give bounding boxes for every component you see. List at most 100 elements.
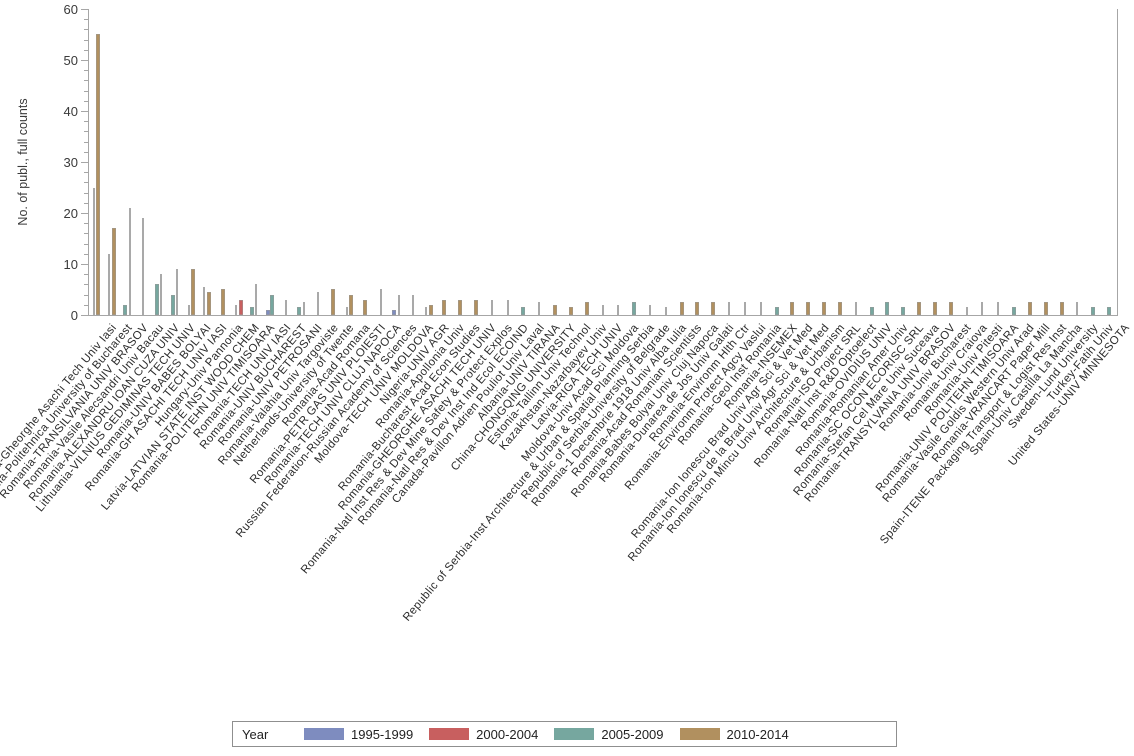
- bar-gray: [398, 295, 400, 315]
- y-major-tick: [81, 315, 88, 316]
- y-minor-tick: [84, 39, 88, 41]
- y-minor-tick: [84, 100, 88, 102]
- bar-gray: [966, 307, 968, 315]
- bar-gray: [108, 254, 110, 315]
- y-minor-tick: [84, 141, 88, 143]
- y-minor-tick: [84, 274, 88, 276]
- y-tick-label: 60: [63, 2, 78, 17]
- bar-tan: [790, 302, 794, 315]
- bar-gray: [760, 302, 762, 315]
- y-minor-tick: [84, 192, 88, 194]
- bar-gray: [981, 302, 983, 315]
- y-minor-tick: [84, 233, 88, 235]
- bar-gray: [255, 284, 257, 315]
- bar-teal: [901, 307, 905, 315]
- bar-blue: [266, 310, 270, 315]
- bar-tan: [949, 302, 953, 315]
- y-minor-tick: [84, 80, 88, 82]
- bar-gray: [538, 302, 540, 315]
- legend-swatch-teal: [554, 728, 595, 740]
- legend-title: Year: [242, 726, 269, 742]
- y-major-tick: [81, 213, 88, 214]
- bar-tan: [838, 302, 842, 315]
- bar-gray: [203, 287, 205, 315]
- bar-teal: [123, 305, 127, 315]
- y-major-tick: [81, 264, 88, 265]
- legend-swatch-tan: [679, 728, 720, 740]
- bar-tan: [933, 302, 937, 315]
- y-axis-line: [88, 9, 89, 316]
- legend-entry-label: 2000-2004: [476, 726, 539, 742]
- bar-teal: [155, 284, 159, 315]
- bar-tan: [822, 302, 826, 315]
- bar-teal: [171, 295, 175, 315]
- bar-gray: [997, 302, 999, 315]
- bar-tan: [349, 295, 353, 315]
- bar-tan: [442, 300, 446, 315]
- bar-gray: [425, 307, 427, 315]
- y-minor-tick: [84, 304, 88, 306]
- bar-tan: [112, 228, 116, 315]
- y-major-tick: [81, 60, 88, 61]
- bar-tan: [553, 305, 557, 315]
- bar-tan: [917, 302, 921, 315]
- bar-gray: [649, 305, 651, 315]
- bar-gray: [160, 274, 162, 315]
- bar-teal: [1107, 307, 1111, 315]
- bar-teal: [1012, 307, 1016, 315]
- bar-tan: [458, 300, 462, 315]
- y-tick-label: 20: [63, 206, 78, 221]
- bar-gray: [235, 305, 237, 315]
- y-axis-title: No. of publ., full counts: [16, 98, 30, 226]
- bar-teal: [270, 295, 274, 315]
- y-minor-tick: [84, 284, 88, 286]
- y-minor-tick: [84, 90, 88, 92]
- legend-box: Year 1995-1999 2000-2004 2005-2009 2010-201…: [232, 721, 897, 747]
- legend-entry: 2005-2009: [554, 726, 664, 742]
- bar-teal: [521, 307, 525, 315]
- bar-tan: [191, 269, 195, 315]
- bar-gray: [412, 295, 414, 315]
- bar-tan: [474, 300, 478, 315]
- y-minor-tick: [84, 294, 88, 296]
- bar-gray: [317, 292, 319, 315]
- y-minor-tick: [84, 182, 88, 184]
- y-major-tick: [81, 162, 88, 163]
- bar-tan: [96, 34, 100, 315]
- bar-gray: [380, 289, 382, 315]
- bar-gray: [346, 307, 348, 315]
- y-minor-tick: [84, 131, 88, 133]
- bar-gray: [665, 307, 667, 315]
- bar-tan: [569, 307, 573, 315]
- legend-entry: 1995-1999: [304, 727, 413, 742]
- y-minor-tick: [84, 49, 88, 51]
- bar-gray: [93, 188, 95, 315]
- bar-tan: [711, 302, 715, 315]
- y-tick-label: 30: [63, 155, 78, 170]
- y-tick-label: 50: [63, 53, 78, 68]
- bar-tan: [695, 302, 699, 315]
- bar-gray: [728, 302, 730, 315]
- y-minor-tick: [84, 172, 88, 174]
- y-minor-tick: [84, 243, 88, 245]
- bar-gray: [176, 269, 178, 315]
- bar-gray: [285, 300, 287, 315]
- bar-tan: [221, 289, 225, 315]
- y-minor-tick: [84, 151, 88, 153]
- bar-gray: [507, 300, 509, 315]
- bar-teal: [632, 302, 636, 315]
- bar-teal: [250, 307, 254, 315]
- bar-tan: [1028, 302, 1032, 315]
- bar-tan: [207, 292, 211, 315]
- y-major-tick: [81, 111, 88, 112]
- plot-right-border: [1117, 9, 1118, 316]
- legend-entry: 2010-2014: [679, 726, 789, 742]
- bar-tan: [429, 305, 433, 315]
- bar-teal: [1091, 307, 1095, 315]
- bar-gray: [617, 305, 619, 315]
- legend-entry-label: 2010-2014: [726, 726, 789, 742]
- bar-tan: [806, 302, 810, 315]
- bar-tan: [331, 289, 335, 315]
- legend-entry-label: 2005-2009: [601, 726, 664, 742]
